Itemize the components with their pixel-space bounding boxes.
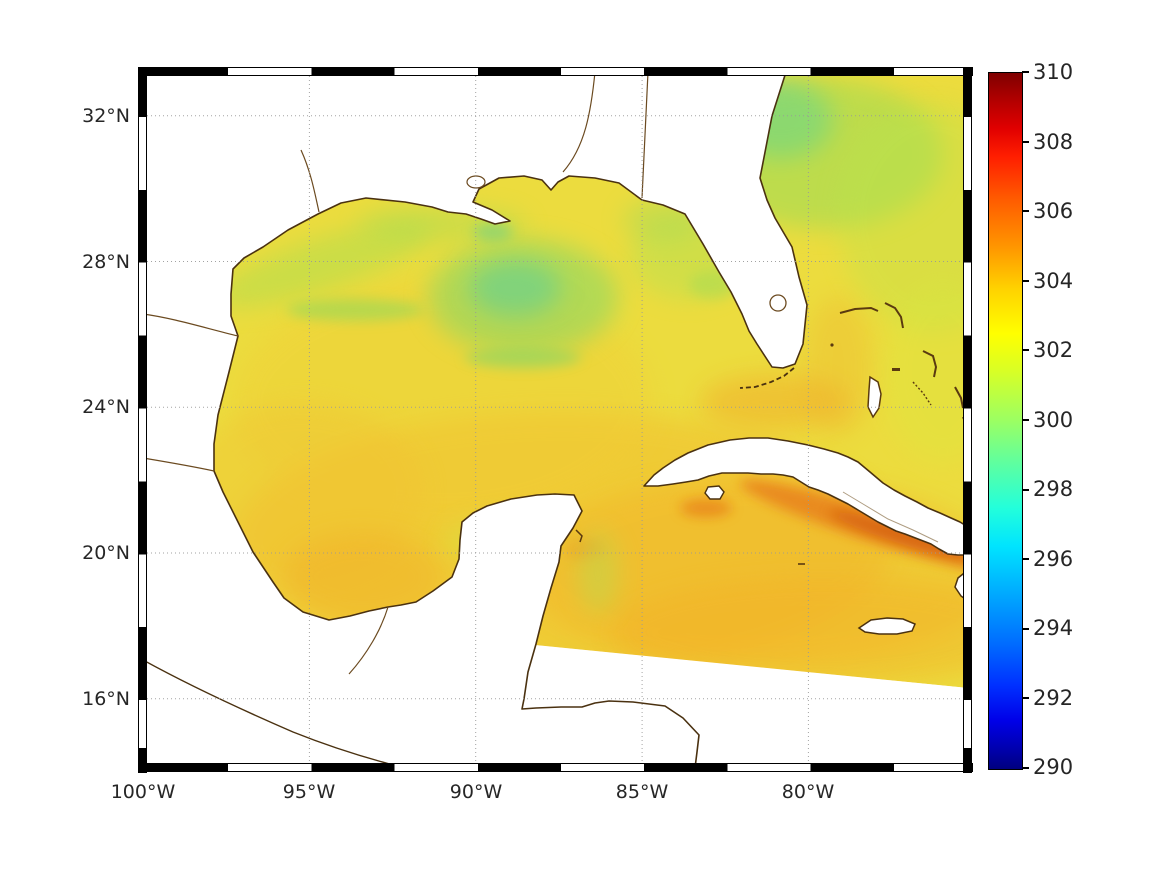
colorbar-tick <box>1022 767 1029 769</box>
bahamas-grand-bahama <box>839 306 879 314</box>
river-apalachicola <box>641 72 649 199</box>
colorbar-tick <box>1022 141 1029 143</box>
bahamas-abaco <box>884 302 904 329</box>
river-alabama <box>562 72 596 173</box>
colorbar-gradient <box>988 72 1023 770</box>
bahamas-eleuthera <box>922 350 938 378</box>
colorbar-tick-label: 298 <box>1033 477 1074 501</box>
bahamas-cat-island <box>954 386 964 409</box>
colorbar-tick <box>1022 628 1029 630</box>
bahamas-exuma-chain <box>912 381 932 406</box>
jamaica <box>857 617 916 635</box>
colorbar-tick <box>1022 419 1029 421</box>
map-frame-bottom <box>138 763 973 772</box>
colorbar-tick-label: 290 <box>1033 755 1074 779</box>
pacific-coastline <box>143 659 406 768</box>
river-panuco <box>143 457 215 472</box>
lon-tick-label: 85°W <box>615 781 669 803</box>
mainland-fill <box>143 72 807 768</box>
river-grijalva <box>348 606 389 675</box>
colorbar-tick <box>1022 210 1029 212</box>
colorbar-tick-label: 304 <box>1033 269 1074 293</box>
river-rio-grande <box>143 313 239 337</box>
colorbar-tick <box>1022 71 1029 73</box>
isle-of-youth <box>704 485 725 500</box>
lon-tick-label: 90°W <box>449 781 503 803</box>
cuba-interior-ridge <box>842 491 939 543</box>
colorbar-tick-label: 306 <box>1033 199 1074 223</box>
cozumel <box>575 529 583 543</box>
colorbar-tick <box>1022 697 1029 699</box>
lat-tick-label: 28°N <box>82 251 130 273</box>
bahamas-bimini <box>830 343 834 347</box>
bahamas-new-providence <box>892 368 900 371</box>
land-layer <box>143 72 968 768</box>
colorbar-tick-label: 310 <box>1033 60 1074 84</box>
lat-tick-label: 16°N <box>82 688 130 710</box>
map-frame-left <box>138 67 147 773</box>
colorbar-tick-label: 300 <box>1033 408 1074 432</box>
colorbar-tick <box>1022 280 1029 282</box>
colorbar-tick-label: 292 <box>1033 686 1074 710</box>
colorbar-tick <box>1022 489 1029 491</box>
map-frame-top <box>138 67 973 76</box>
colorbar-tick-label: 302 <box>1033 338 1074 362</box>
lon-tick-label: 80°W <box>781 781 835 803</box>
colorbar-tick-label: 294 <box>1033 616 1074 640</box>
florida-keys <box>739 367 795 389</box>
gridlines <box>143 72 968 768</box>
cuba <box>643 437 968 556</box>
colorbar-tick-label: 296 <box>1033 547 1074 571</box>
colorbar-tick-label: 308 <box>1033 130 1074 154</box>
river-brazos <box>300 149 320 213</box>
colorbar-tick <box>1022 349 1029 351</box>
lat-tick-label: 32°N <box>82 105 130 127</box>
lake-okeechobee <box>769 294 787 312</box>
lake-pontchartrain <box>466 175 486 189</box>
map-svg <box>143 72 968 768</box>
lat-tick-label: 20°N <box>82 542 130 564</box>
lon-tick-label: 100°W <box>110 781 176 803</box>
colorbar-tick <box>1022 558 1029 560</box>
map-plot <box>143 72 968 768</box>
map-frame-right <box>963 67 972 773</box>
lat-tick-label: 24°N <box>82 396 130 418</box>
lon-tick-label: 95°W <box>282 781 336 803</box>
